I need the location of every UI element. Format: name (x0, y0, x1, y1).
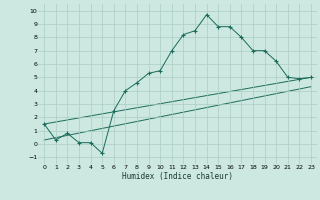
X-axis label: Humidex (Indice chaleur): Humidex (Indice chaleur) (122, 172, 233, 181)
